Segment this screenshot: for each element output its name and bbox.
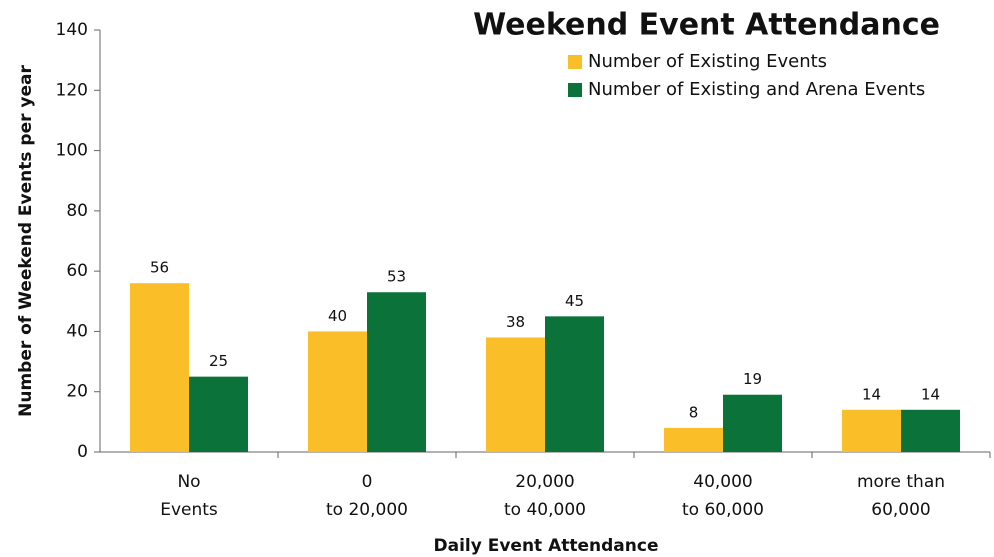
y-tick-label: 60	[66, 261, 88, 281]
legend-swatch	[568, 55, 582, 69]
value-label: 56	[150, 259, 169, 277]
x-tick-label: Events	[160, 500, 218, 520]
y-tick-label: 120	[56, 80, 88, 100]
y-tick-label: 100	[56, 141, 88, 161]
x-tick-label: 40,000	[693, 472, 752, 492]
value-label: 38	[506, 313, 525, 331]
value-label: 8	[689, 403, 699, 421]
value-label: 14	[921, 385, 940, 403]
bar	[130, 283, 189, 452]
legend-label: Number of Existing Events	[588, 51, 827, 72]
y-tick-label: 40	[66, 321, 88, 341]
value-label: 25	[209, 352, 228, 370]
value-label: 14	[862, 385, 881, 403]
y-axis-title: Number of Weekend Events per year	[16, 65, 36, 417]
bar	[842, 409, 901, 452]
y-tick-label: 80	[66, 201, 88, 221]
y-tick-label: 140	[56, 20, 88, 40]
x-tick-label: to 40,000	[504, 500, 586, 520]
chart-title: Weekend Event Attendance	[473, 8, 940, 43]
x-axis-title: Daily Event Attendance	[433, 536, 658, 556]
x-tick-label: 20,000	[515, 472, 574, 492]
bar	[901, 409, 960, 452]
y-tick-label: 20	[66, 382, 88, 402]
x-tick-label: 60,000	[871, 500, 930, 520]
value-label: 19	[743, 370, 762, 388]
x-tick-label: No	[177, 472, 200, 492]
bar	[367, 292, 426, 452]
x-tick-label: to 60,000	[682, 500, 764, 520]
x-tick-label: 0	[362, 472, 373, 492]
bar	[664, 427, 723, 452]
x-tick-label: to 20,000	[326, 500, 408, 520]
bar	[545, 316, 604, 452]
bar	[486, 337, 545, 452]
legend-swatch	[568, 83, 582, 97]
bar	[189, 376, 248, 452]
value-label: 53	[387, 268, 406, 286]
legend-label: Number of Existing and Arena Events	[588, 79, 925, 100]
value-label: 40	[328, 307, 347, 325]
value-label: 45	[565, 292, 584, 310]
x-tick-label: more than	[857, 472, 945, 492]
bar	[723, 394, 782, 452]
y-tick-label: 0	[77, 442, 88, 462]
bar	[308, 331, 367, 452]
